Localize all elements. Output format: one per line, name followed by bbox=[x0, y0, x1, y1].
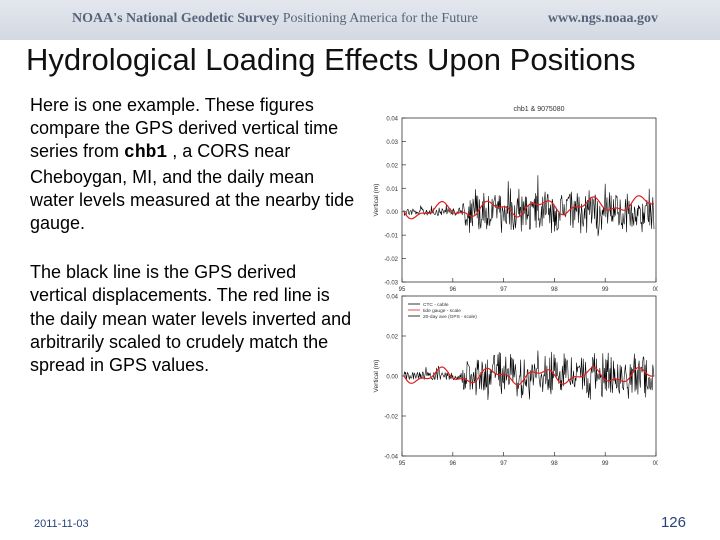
y-tick-label: -0.01 bbox=[384, 234, 398, 240]
y-tick-label: -0.04 bbox=[384, 455, 398, 461]
header-url[interactable]: www.ngs.noaa.gov bbox=[547, 11, 658, 26]
y-tick-label: -0.03 bbox=[384, 281, 398, 287]
header-agency-line: NOAA's National Geodetic Survey Position… bbox=[72, 11, 478, 27]
y-tick-label: 0.02 bbox=[386, 335, 398, 341]
paragraph-intro: Here is one example. These figures compa… bbox=[30, 94, 355, 235]
x-tick-label: 99 bbox=[602, 287, 609, 293]
water-level-series-line bbox=[403, 195, 655, 220]
chart-top-frame bbox=[401, 117, 657, 283]
y-tick-label: 0.00 bbox=[386, 210, 398, 216]
water-level-series-line bbox=[403, 366, 655, 386]
y-tick-label: 0.04 bbox=[386, 117, 398, 123]
y-tick-label: 0.02 bbox=[386, 163, 398, 169]
y-tick-label: 0.00 bbox=[386, 375, 398, 381]
x-tick-label: 95 bbox=[399, 287, 406, 293]
header-agency: NOAA's National Geodetic Survey bbox=[72, 11, 280, 26]
x-tick-label: 00 bbox=[653, 287, 658, 293]
y-axis-label: Vertical (m) bbox=[373, 184, 380, 217]
chart-title: chb1 & 9075080 bbox=[514, 106, 565, 113]
page-title: Hydrological Loading Effects Upon Positi… bbox=[26, 42, 636, 77]
x-tick-label: 97 bbox=[500, 287, 507, 293]
x-tick-label: 98 bbox=[551, 287, 558, 293]
x-tick-label: 99 bbox=[602, 461, 609, 465]
paragraph-explanation: The black line is the GPS derived vertic… bbox=[30, 262, 352, 376]
legend-label: 20-day ave (GPS - scale) bbox=[423, 314, 477, 320]
body-text: Here is one example. These figures compa… bbox=[30, 94, 355, 377]
legend-label: tide gauge - scale bbox=[423, 308, 461, 314]
x-tick-label: 96 bbox=[449, 287, 456, 293]
paragraph-intro-start: Here is one example. These figures compa… bbox=[30, 95, 339, 162]
y-tick-label: 0.01 bbox=[386, 187, 398, 193]
header-tagline: Positioning America for the Future bbox=[282, 11, 478, 26]
legend-label: CTC - cable bbox=[423, 302, 449, 308]
x-tick-label: 95 bbox=[399, 461, 406, 465]
footer-date: 2011-11-03 bbox=[34, 518, 89, 530]
x-tick-label: 96 bbox=[449, 461, 456, 465]
y-tick-label: -0.02 bbox=[384, 257, 398, 263]
y-tick-label: 0.04 bbox=[386, 295, 398, 301]
gps-series-line bbox=[403, 350, 655, 400]
station-code: chb1 bbox=[124, 143, 168, 164]
gps-series-line bbox=[403, 175, 655, 237]
x-tick-label: 00 bbox=[653, 461, 658, 465]
x-tick-label: 97 bbox=[500, 461, 507, 465]
y-axis-label: Vertical (m) bbox=[373, 360, 380, 393]
y-tick-label: 0.03 bbox=[386, 140, 398, 146]
y-tick-label: -0.02 bbox=[384, 415, 398, 421]
paragraph-intro-end: , a CORS near Cheboygan, MI, and the dai… bbox=[30, 141, 355, 234]
header-bar: NOAA's National Geodetic Survey Position… bbox=[0, 0, 720, 40]
page-number: 126 bbox=[660, 514, 686, 531]
x-tick-label: 98 bbox=[551, 461, 558, 465]
